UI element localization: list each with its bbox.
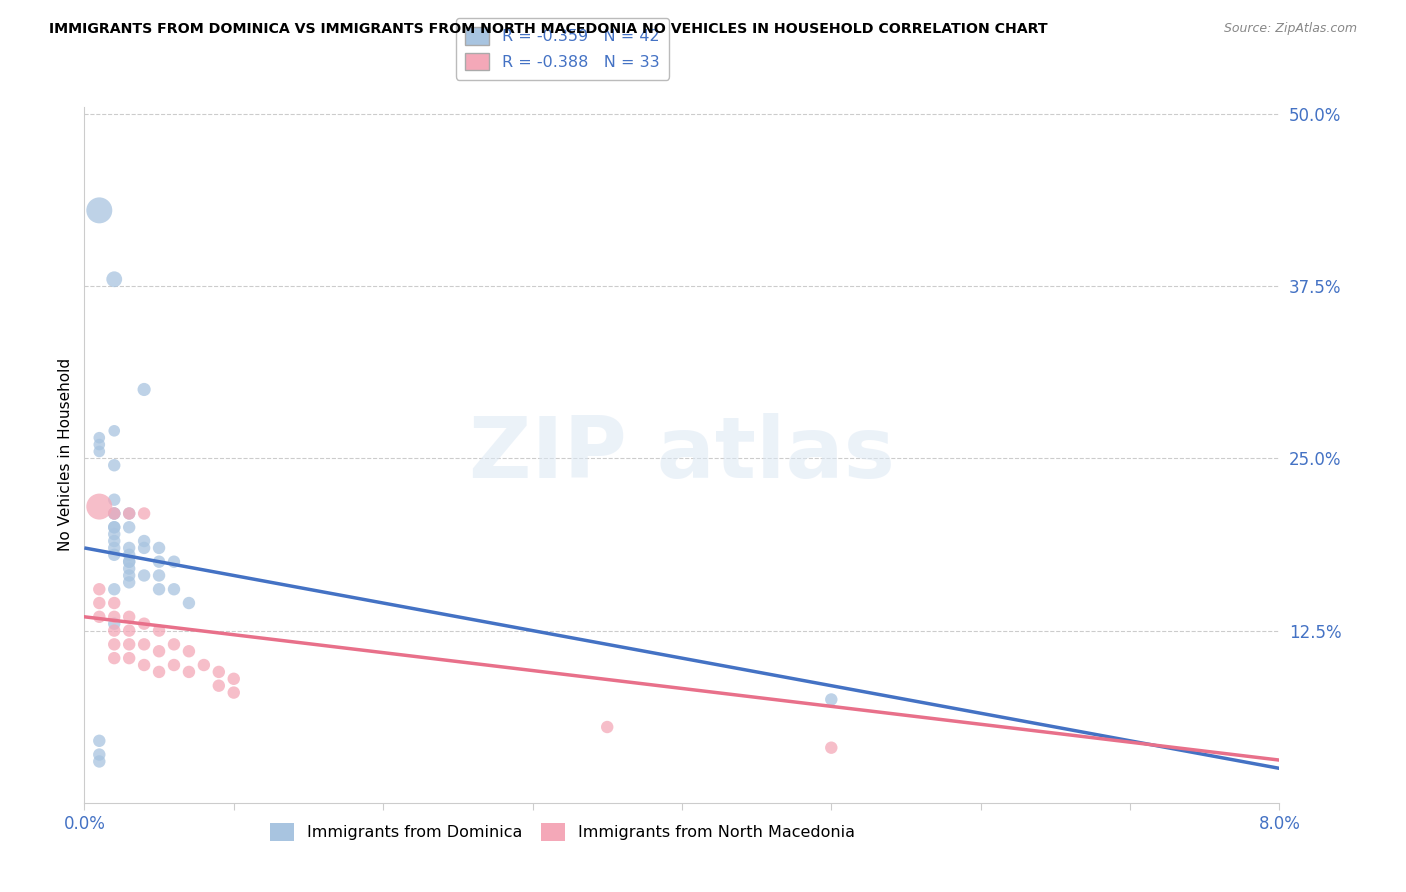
Y-axis label: No Vehicles in Household: No Vehicles in Household (58, 359, 73, 551)
Point (89, 500, 111, 514)
Point (163, 582, 186, 597)
Point (118, 555, 141, 569)
Point (118, 507, 141, 521)
Point (132, 534, 156, 549)
Point (103, 582, 125, 597)
Point (222, 672, 245, 686)
Point (103, 507, 125, 521)
Point (103, 492, 125, 507)
Legend: Immigrants from Dominica, Immigrants from North Macedonia: Immigrants from Dominica, Immigrants fro… (263, 817, 862, 847)
Point (148, 555, 170, 569)
Point (118, 624, 141, 638)
Point (118, 555, 141, 569)
Point (103, 458, 125, 473)
Point (132, 637, 156, 651)
Point (820, 692, 842, 706)
Text: Source: ZipAtlas.com: Source: ZipAtlas.com (1223, 22, 1357, 36)
Point (103, 520, 125, 534)
Point (103, 534, 125, 549)
Point (118, 507, 141, 521)
Point (132, 616, 156, 631)
Point (118, 651, 141, 665)
Point (177, 644, 200, 658)
Point (103, 637, 125, 651)
Point (89, 596, 111, 610)
Point (163, 658, 186, 673)
Point (89, 609, 111, 624)
Point (820, 740, 842, 755)
Point (132, 658, 156, 673)
Point (89, 582, 111, 597)
Point (89, 203, 111, 218)
Point (208, 665, 231, 679)
Point (103, 548, 125, 562)
Point (177, 665, 200, 679)
Point (118, 561, 141, 575)
Point (103, 520, 125, 534)
Point (118, 609, 141, 624)
Point (193, 658, 215, 673)
Point (118, 541, 141, 555)
Point (89, 755, 111, 769)
Point (132, 507, 156, 521)
Point (177, 596, 200, 610)
Point (148, 644, 170, 658)
Point (118, 568, 141, 582)
Point (163, 555, 186, 569)
Point (148, 541, 170, 555)
Point (132, 541, 156, 555)
Point (222, 685, 245, 699)
Point (118, 548, 141, 562)
Point (163, 637, 186, 651)
Point (103, 541, 125, 555)
Point (103, 596, 125, 610)
Point (103, 616, 125, 631)
Point (118, 637, 141, 651)
Point (89, 437, 111, 451)
Point (148, 568, 170, 582)
Point (103, 424, 125, 438)
Point (103, 624, 125, 638)
Point (103, 651, 125, 665)
Point (89, 431, 111, 445)
Point (118, 575, 141, 590)
Point (103, 527, 125, 541)
Point (103, 507, 125, 521)
Text: IMMIGRANTS FROM DOMINICA VS IMMIGRANTS FROM NORTH MACEDONIA NO VEHICLES IN HOUSE: IMMIGRANTS FROM DOMINICA VS IMMIGRANTS F… (49, 22, 1047, 37)
Point (208, 679, 231, 693)
Point (103, 609, 125, 624)
Point (103, 272, 125, 286)
Point (148, 665, 170, 679)
Point (132, 568, 156, 582)
Point (89, 733, 111, 747)
Point (118, 520, 141, 534)
Point (89, 444, 111, 458)
Point (89, 747, 111, 762)
Point (148, 624, 170, 638)
Point (103, 507, 125, 521)
Text: ZIP atlas: ZIP atlas (470, 413, 894, 497)
Point (132, 383, 156, 397)
Point (596, 720, 619, 734)
Point (148, 582, 170, 597)
